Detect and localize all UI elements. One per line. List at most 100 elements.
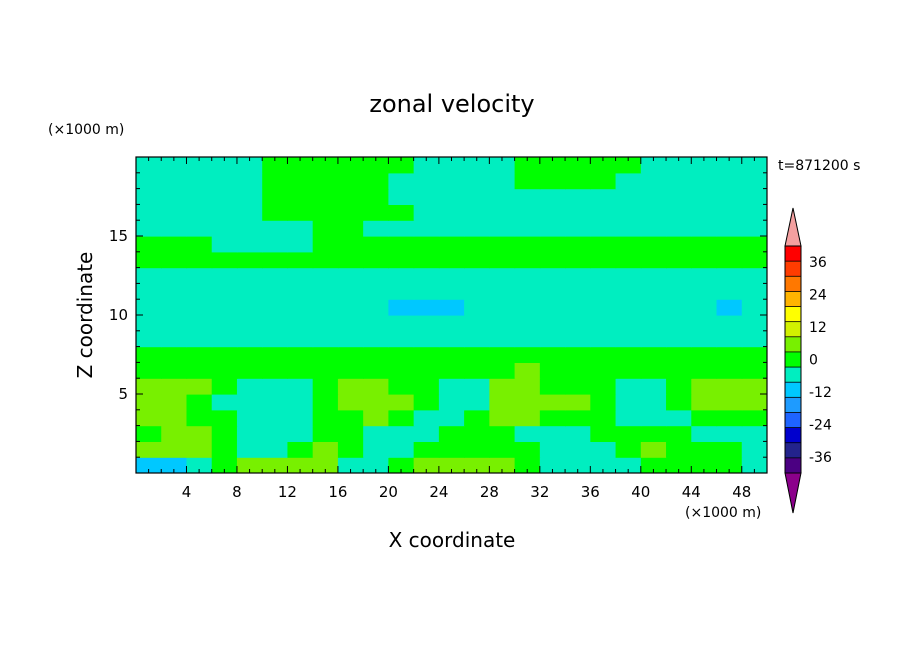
field-cell	[438, 378, 465, 395]
field-cell	[539, 315, 566, 332]
field-cell	[287, 204, 314, 221]
field-cell	[640, 394, 667, 411]
field-cell	[716, 188, 743, 205]
field-cell	[363, 251, 389, 269]
field-cell	[287, 220, 314, 237]
field-cell	[337, 394, 364, 411]
field-cell	[312, 251, 339, 269]
field-cell	[691, 330, 718, 348]
field-cell	[716, 220, 743, 237]
field-cell	[640, 267, 667, 284]
colorbar-swatch	[785, 367, 801, 383]
field-cell	[438, 409, 465, 427]
field-cell	[388, 315, 415, 332]
field-cell	[413, 394, 440, 411]
field-cell	[640, 236, 667, 253]
field-cell	[161, 188, 188, 205]
field-cell	[741, 236, 767, 253]
field-cell	[136, 441, 162, 458]
field-cell	[136, 283, 162, 300]
field-cell	[186, 236, 213, 253]
field-cell	[716, 157, 743, 174]
field-cell	[413, 409, 440, 427]
field-cell	[741, 251, 767, 269]
field-cell	[236, 299, 263, 316]
field-cell	[716, 441, 743, 458]
field-cell	[489, 157, 516, 174]
field-cell	[211, 457, 238, 473]
field-cell	[186, 362, 213, 379]
field-cell	[464, 362, 490, 379]
field-cell	[666, 409, 692, 427]
field-cell	[640, 457, 667, 473]
field-cell	[640, 425, 667, 442]
x-tick-label: 12	[278, 483, 297, 501]
field-cell	[716, 236, 743, 253]
x-tick-label: 28	[480, 483, 499, 501]
field-cell	[388, 172, 415, 190]
x-tick-label: 20	[379, 483, 398, 501]
field-cell	[615, 315, 642, 332]
field-cell	[136, 157, 162, 174]
field-cell	[615, 299, 642, 316]
field-cell	[539, 409, 566, 427]
field-cell	[413, 283, 440, 300]
field-cell	[312, 425, 339, 442]
field-cell	[565, 283, 591, 300]
field-cell	[464, 220, 490, 237]
colorbar-swatch	[785, 336, 801, 353]
field-cell	[337, 409, 364, 427]
field-cell	[539, 157, 566, 174]
field-cell	[312, 188, 339, 205]
field-cell	[136, 409, 162, 427]
field-cell	[186, 330, 213, 348]
field-cell	[489, 425, 516, 442]
field-cell	[716, 330, 743, 348]
field-cell	[262, 157, 289, 174]
field-cell	[539, 346, 566, 363]
field-cell	[337, 457, 364, 473]
field-cell	[489, 315, 516, 332]
field-cell	[262, 330, 289, 348]
field-cell	[337, 236, 364, 253]
colorbar-tick-label: 0	[809, 353, 818, 369]
field-cell	[615, 409, 642, 427]
field-cell	[489, 267, 516, 284]
field-cell	[287, 378, 314, 395]
field-cell	[666, 425, 692, 442]
field-cell	[691, 362, 718, 379]
field-cell	[287, 283, 314, 300]
field-cell	[287, 299, 314, 316]
field-cell	[186, 220, 213, 237]
field-cell	[489, 394, 516, 411]
field-cell	[236, 283, 263, 300]
field-cell	[413, 457, 440, 473]
field-cell	[565, 315, 591, 332]
field-cell	[136, 394, 162, 411]
field-cell	[236, 204, 263, 221]
field-cell	[615, 220, 642, 237]
field-cell	[438, 441, 465, 458]
field-cell	[312, 378, 339, 395]
field-cell	[741, 378, 767, 395]
field-cell	[161, 157, 188, 174]
field-cell	[161, 425, 188, 442]
field-cell	[363, 220, 389, 237]
field-cell	[489, 204, 516, 221]
field-cell	[388, 362, 415, 379]
field-cell	[413, 378, 440, 395]
field-cell	[363, 330, 389, 348]
x-axis-label: X coordinate	[389, 528, 516, 552]
field-cell	[539, 172, 566, 190]
field-cell	[464, 315, 490, 332]
field-cell	[211, 283, 238, 300]
field-cell	[716, 204, 743, 221]
field-cell	[262, 378, 289, 395]
field-cell	[590, 251, 617, 269]
x-tick-label: 44	[682, 483, 701, 501]
field-cell	[666, 283, 692, 300]
field-cell	[464, 299, 490, 316]
field-cell	[565, 220, 591, 237]
field-cell	[539, 330, 566, 348]
field-cell	[615, 188, 642, 205]
